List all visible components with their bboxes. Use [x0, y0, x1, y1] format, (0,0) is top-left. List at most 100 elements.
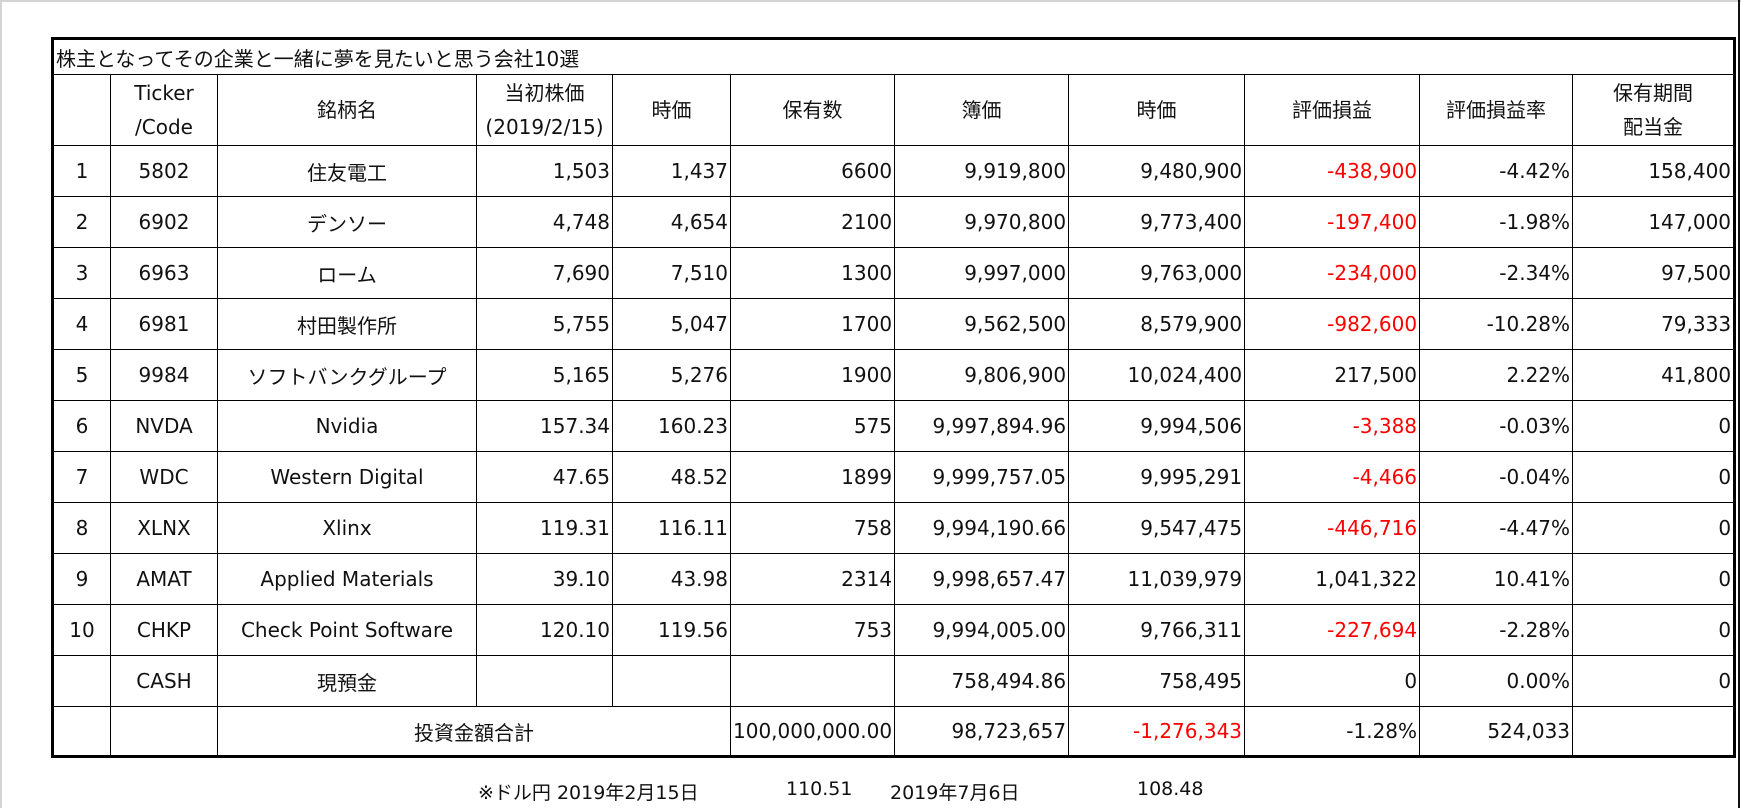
cell-pl[interactable]: -234,000	[1244, 247, 1421, 299]
cell-shares[interactable]: 2100	[729, 196, 896, 248]
header-unrealized-pl-rate[interactable]: 評価損益率	[1419, 74, 1574, 146]
cell-current-price[interactable]: 1,437	[612, 145, 731, 197]
cell-shares[interactable]: 753	[729, 604, 896, 656]
cell-initial-price[interactable]: 4,748	[476, 196, 613, 248]
cell-current-price[interactable]: 5,276	[612, 349, 731, 401]
total-book-value[interactable]: 100,000,000.00	[729, 706, 896, 757]
cell-dividends[interactable]: 0	[1572, 451, 1736, 503]
cell-no[interactable]: 6	[52, 400, 111, 452]
cell-ticker[interactable]: 9984	[110, 349, 218, 401]
cell-ticker[interactable]: 6963	[110, 247, 218, 299]
cell-current-price[interactable]: 119.56	[612, 604, 731, 656]
cell-market-value[interactable]: 11,039,979	[1068, 553, 1246, 605]
cell-dividends[interactable]: 0	[1572, 502, 1736, 554]
header-market-value[interactable]: 時価	[1068, 74, 1246, 146]
header-ticker[interactable]: Ticker/Code	[110, 74, 218, 146]
cell-dividends[interactable]: 147,000	[1572, 196, 1736, 248]
cell-dividends[interactable]: 0	[1572, 655, 1736, 707]
cell-initial-price[interactable]: 120.10	[476, 604, 613, 656]
cell-pl-rate[interactable]: 2.22%	[1419, 349, 1574, 401]
cell-name[interactable]: 住友電工	[217, 145, 477, 197]
total-label[interactable]: 投資金額合計	[217, 706, 731, 757]
cell-book-value[interactable]: 9,562,500	[894, 298, 1070, 350]
cell-market-value[interactable]: 8,579,900	[1068, 298, 1246, 350]
cell-market-value[interactable]: 9,995,291	[1068, 451, 1246, 503]
cell-pl-rate[interactable]: -0.03%	[1419, 400, 1574, 452]
cell-pl[interactable]: -446,716	[1244, 502, 1421, 554]
cell-book-value[interactable]: 9,997,894.96	[894, 400, 1070, 452]
cell-name[interactable]: 現預金	[217, 655, 477, 707]
cell-shares[interactable]: 758	[729, 502, 896, 554]
cell-ticker[interactable]: 6981	[110, 298, 218, 350]
cell-no[interactable]: 5	[52, 349, 111, 401]
cell-ticker[interactable]: CHKP	[110, 604, 218, 656]
cell-no[interactable]: 10	[52, 604, 111, 656]
cell-current-price[interactable]: 160.23	[612, 400, 731, 452]
cell-pl-rate[interactable]: 0.00%	[1419, 655, 1574, 707]
cell-current-price[interactable]: 43.98	[612, 553, 731, 605]
header-no[interactable]	[52, 74, 111, 146]
cell-initial-price[interactable]: 119.31	[476, 502, 613, 554]
cell-pl-rate[interactable]: -10.28%	[1419, 298, 1574, 350]
cell-ticker[interactable]: NVDA	[110, 400, 218, 452]
cell-book-value[interactable]: 9,970,800	[894, 196, 1070, 248]
cell-no[interactable]: 4	[52, 298, 111, 350]
cell-dividends[interactable]: 0	[1572, 400, 1736, 452]
cell-ticker[interactable]: 5802	[110, 145, 218, 197]
cell-total-no[interactable]	[52, 706, 111, 757]
cell-no[interactable]: 3	[52, 247, 111, 299]
cell-pl-rate[interactable]: -2.28%	[1419, 604, 1574, 656]
cell-pl[interactable]: -4,466	[1244, 451, 1421, 503]
cell-dividends[interactable]: 0	[1572, 604, 1736, 656]
cell-initial-price[interactable]: 5,755	[476, 298, 613, 350]
cell-no[interactable]: 7	[52, 451, 111, 503]
cell-initial-price[interactable]	[476, 655, 613, 707]
cell-book-value[interactable]: 9,919,800	[894, 145, 1070, 197]
cell-name[interactable]: 村田製作所	[217, 298, 477, 350]
cell-book-value[interactable]: 9,997,000	[894, 247, 1070, 299]
cell-ticker[interactable]: WDC	[110, 451, 218, 503]
cell-pl-rate[interactable]: -0.04%	[1419, 451, 1574, 503]
cell-pl-rate[interactable]: -4.47%	[1419, 502, 1574, 554]
cell-current-price[interactable]: 48.52	[612, 451, 731, 503]
cell-pl-rate[interactable]: -1.98%	[1419, 196, 1574, 248]
cell-market-value[interactable]: 9,763,000	[1068, 247, 1246, 299]
total-market-value[interactable]: 98,723,657	[894, 706, 1070, 757]
cell-current-price[interactable]	[612, 655, 731, 707]
cell-name[interactable]: Check Point Software	[217, 604, 477, 656]
cell-pl[interactable]: -227,694	[1244, 604, 1421, 656]
cell-ticker[interactable]: XLNX	[110, 502, 218, 554]
cell-pl-rate[interactable]: 10.41%	[1419, 553, 1574, 605]
cell-name[interactable]: Xlinx	[217, 502, 477, 554]
cell-pl[interactable]: -197,400	[1244, 196, 1421, 248]
table-title[interactable]: 株主となってその企業と一緒に夢を見たいと思う会社10選	[51, 38, 1736, 75]
cell-pl[interactable]: 1,041,322	[1244, 553, 1421, 605]
cell-pl[interactable]: 0	[1244, 655, 1421, 707]
header-dividends[interactable]: 保有期間 配当金	[1572, 74, 1736, 146]
cell-no[interactable]: 9	[52, 553, 111, 605]
cell-pl-rate[interactable]: -2.34%	[1419, 247, 1574, 299]
total-pl-rate[interactable]: -1.28%	[1244, 706, 1421, 757]
cell-pl[interactable]: -982,600	[1244, 298, 1421, 350]
cell-current-price[interactable]: 116.11	[612, 502, 731, 554]
header-book-value[interactable]: 簿価	[894, 74, 1070, 146]
cell-book-value[interactable]: 9,994,005.00	[894, 604, 1070, 656]
cell-dividends[interactable]: 79,333	[1572, 298, 1736, 350]
cell-no[interactable]: 1	[52, 145, 111, 197]
cell-initial-price[interactable]: 1,503	[476, 145, 613, 197]
cell-market-value[interactable]: 10,024,400	[1068, 349, 1246, 401]
cell-book-value[interactable]: 9,806,900	[894, 349, 1070, 401]
cell-name[interactable]: ソフトバンクグループ	[217, 349, 477, 401]
cell-pl[interactable]: -438,900	[1244, 145, 1421, 197]
cell-market-value[interactable]: 758,495	[1068, 655, 1246, 707]
cell-name[interactable]: デンソー	[217, 196, 477, 248]
cell-market-value[interactable]: 9,773,400	[1068, 196, 1246, 248]
header-initial-price[interactable]: 当初株価 (2019/2/15)	[476, 74, 613, 146]
cell-current-price[interactable]: 7,510	[612, 247, 731, 299]
header-shares[interactable]: 保有数	[729, 74, 896, 146]
cell-shares[interactable]: 2314	[729, 553, 896, 605]
cell-current-price[interactable]: 4,654	[612, 196, 731, 248]
cell-initial-price[interactable]: 5,165	[476, 349, 613, 401]
cell-shares[interactable]	[729, 655, 896, 707]
cell-shares[interactable]: 1900	[729, 349, 896, 401]
